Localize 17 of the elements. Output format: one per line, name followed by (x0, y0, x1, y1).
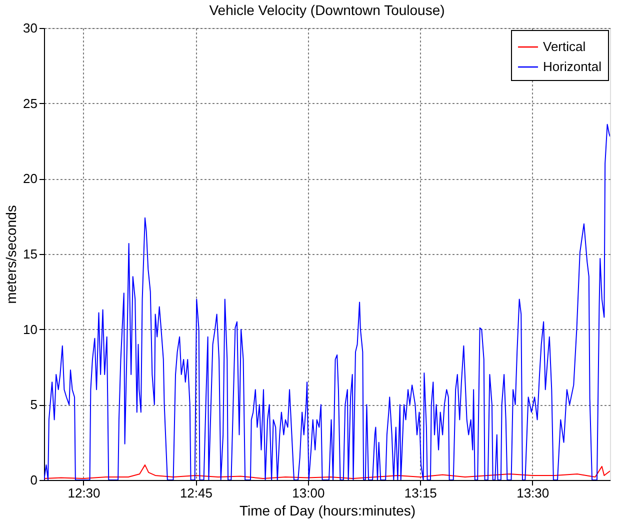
x-tick-label: 13:30 (516, 486, 550, 500)
x-axis-title: Time of Day (hours:minutes) (239, 502, 416, 518)
x-tick-label: 13:00 (292, 486, 325, 500)
y-tick-label: 15 (23, 246, 38, 262)
x-tick-label: 12:30 (68, 486, 100, 500)
chart-title: Vehicle Velocity (Downtown Toulouse) (209, 2, 445, 18)
y-tick-label: 30 (23, 20, 38, 36)
y-tick-label: 5 (30, 397, 38, 412)
x-tick-label: 12:45 (180, 486, 212, 500)
y-tick-label: 20 (23, 171, 38, 186)
x-tick-label: 13:15 (404, 486, 437, 500)
y-tick-label: 25 (23, 96, 38, 111)
y-axis-title: meters/seconds (3, 205, 20, 304)
y-tick-label: 0 (30, 472, 38, 488)
legend-label: Horizontal (543, 59, 602, 74)
y-tick-label: 10 (23, 322, 38, 337)
legend-label: Vertical (543, 39, 586, 54)
